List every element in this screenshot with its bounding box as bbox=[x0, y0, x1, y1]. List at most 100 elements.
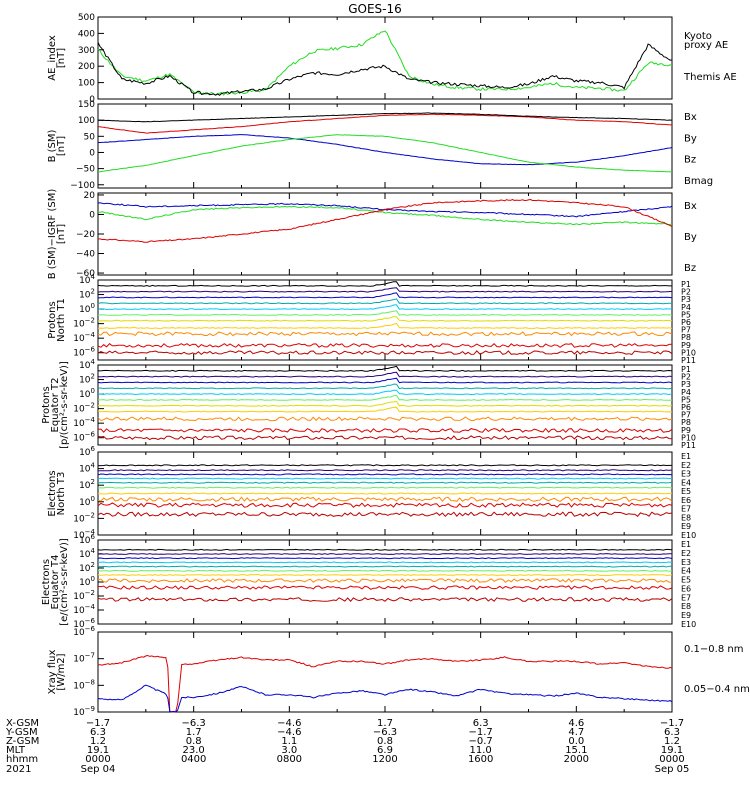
ephemeris-value: 0.8 bbox=[377, 736, 393, 747]
channel-line-e_equator bbox=[97, 597, 673, 602]
legend-label-bigrf: Bz bbox=[684, 263, 696, 274]
y-tick-label-ae: 0 bbox=[89, 95, 95, 105]
series-line-bsm bbox=[97, 134, 673, 173]
y-tick-label-p_equator: 102 bbox=[79, 373, 95, 386]
legend-label-ae: Kyoto bbox=[684, 31, 712, 42]
y-tick-label-bigrf: −60 bbox=[76, 269, 95, 279]
channel-line-p_equator bbox=[97, 383, 673, 390]
channel-label-e_north: E7 bbox=[681, 505, 691, 514]
series-line-xray bbox=[97, 684, 673, 713]
channel-line-p_north bbox=[97, 310, 673, 316]
y-tick-label-bsm: −50 bbox=[76, 165, 95, 175]
ephemeris-value: 0800 bbox=[277, 754, 302, 765]
channel-line-p_north bbox=[97, 342, 673, 348]
y-axis-title-e_equator: [e/(cm²-s-sr-keV)] bbox=[59, 538, 70, 626]
series-line-ae bbox=[97, 42, 673, 96]
y-tick-label-e_equator: 10−2 bbox=[73, 589, 95, 602]
channel-label-e_equator: E3 bbox=[681, 558, 691, 567]
channel-line-e_equator bbox=[97, 574, 673, 576]
ephemeris-value: −4.6 bbox=[277, 727, 301, 738]
channel-line-p_north bbox=[97, 350, 673, 356]
channel-label-p_equator: P1 bbox=[681, 365, 691, 374]
channel-line-e_north bbox=[97, 477, 673, 480]
y-tick-label-ae: 200 bbox=[78, 62, 95, 72]
y-tick-label-xray: 10−7 bbox=[73, 652, 95, 665]
y-tick-label-p_equator: 104 bbox=[79, 358, 95, 371]
channel-label-p_equator: P4 bbox=[681, 388, 691, 397]
series-line-bsm bbox=[97, 112, 673, 123]
legend-label-xray: 0.05−0.4 nm bbox=[684, 684, 750, 695]
y-axis-title-p_north: North T1 bbox=[56, 298, 67, 342]
ephemeris-date: Sep 04 bbox=[81, 764, 116, 775]
ephemeris-value: 23.0 bbox=[183, 745, 205, 756]
y-tick-label-xray: 10−9 bbox=[73, 705, 95, 718]
ephemeris-value: 6.3 bbox=[473, 718, 489, 729]
channel-label-p_north: P10 bbox=[681, 348, 696, 357]
y-axis-title-bigrf: B (SM)−IGRF (SM) bbox=[47, 189, 58, 280]
channel-label-p_north: P7 bbox=[681, 326, 691, 335]
channel-line-e_north bbox=[97, 502, 673, 508]
channel-line-e_equator bbox=[97, 557, 673, 560]
y-tick-label-ae: 300 bbox=[78, 46, 95, 56]
channel-line-p_north bbox=[97, 322, 673, 329]
channel-line-p_equator bbox=[97, 371, 673, 378]
series-line-xray bbox=[97, 654, 673, 713]
ephemeris-value: −0.7 bbox=[469, 736, 493, 747]
ephemeris-value: 19.1 bbox=[87, 745, 109, 756]
channel-label-e_north: E6 bbox=[681, 496, 691, 505]
channel-label-p_equator: P2 bbox=[681, 373, 691, 382]
ephemeris-value: 6.9 bbox=[377, 745, 393, 756]
channel-label-e_equator: E10 bbox=[681, 620, 696, 629]
ephemeris-value: −1.7 bbox=[660, 718, 684, 729]
legend-label-bsm: Bx bbox=[684, 112, 697, 123]
ephemeris-row-label: 2021 bbox=[6, 764, 31, 775]
channel-label-e_north: E9 bbox=[681, 522, 691, 531]
ephemeris-row-label: hhmm bbox=[6, 754, 38, 765]
series-line-bigrf bbox=[98, 198, 673, 243]
channel-line-p_equator bbox=[97, 394, 673, 401]
legend-label-bigrf: By bbox=[684, 232, 697, 243]
ephemeris-value: 6.3 bbox=[664, 727, 680, 738]
channel-label-p_north: P11 bbox=[681, 356, 696, 365]
y-tick-label-p_north: 10−6 bbox=[73, 346, 95, 359]
y-tick-label-e_equator: 104 bbox=[79, 547, 95, 560]
ephemeris-value: 15.1 bbox=[565, 745, 587, 756]
ephemeris-value: 6.3 bbox=[90, 727, 106, 738]
channel-label-e_equator: E5 bbox=[681, 576, 691, 585]
ephemeris-row-label: Z-GSM bbox=[6, 736, 39, 747]
y-tick-label-bsm: −100 bbox=[70, 181, 95, 191]
channel-line-e_north bbox=[97, 486, 673, 489]
y-axis-title-e_north: Electrons bbox=[47, 470, 58, 516]
legend-label-bsm: Bz bbox=[684, 155, 696, 166]
channel-line-p_equator bbox=[97, 400, 673, 407]
series-line-bsm bbox=[97, 134, 673, 166]
channel-label-e_north: E10 bbox=[681, 531, 696, 540]
channel-label-e_north: E2 bbox=[681, 461, 691, 470]
ephemeris-value: 1.7 bbox=[377, 718, 393, 729]
channel-label-p_north: P4 bbox=[681, 303, 691, 312]
ephemeris-value: 0400 bbox=[181, 754, 206, 765]
y-tick-label-e_north: 104 bbox=[79, 462, 95, 475]
channel-label-p_equator: P10 bbox=[681, 433, 696, 442]
channel-label-e_north: E3 bbox=[681, 470, 691, 479]
channel-label-e_equator: E6 bbox=[681, 584, 691, 593]
panel-frame-bigrf bbox=[97, 192, 673, 276]
y-tick-label-bsm: 50 bbox=[84, 132, 96, 142]
ephemeris-row-label: Y-GSM bbox=[5, 727, 38, 738]
channel-label-p_north: P1 bbox=[681, 280, 691, 289]
series-line-bigrf bbox=[97, 205, 673, 226]
y-tick-label-p_north: 102 bbox=[79, 288, 95, 301]
ephemeris-value: 1.2 bbox=[90, 736, 106, 747]
y-tick-label-bigrf: 0 bbox=[89, 210, 95, 220]
channel-label-e_equator: E9 bbox=[681, 611, 691, 620]
channel-label-p_north: P6 bbox=[681, 318, 691, 327]
ephemeris-value: −4.6 bbox=[277, 718, 301, 729]
channel-line-p_equator bbox=[97, 389, 673, 396]
ephemeris-row-label: MLT bbox=[6, 745, 26, 756]
panel-frame-bsm bbox=[97, 103, 673, 189]
channel-label-p_north: P5 bbox=[681, 310, 691, 319]
y-axis-title-p_equator: [p/(cm²-s-sr-keV)] bbox=[59, 361, 70, 449]
y-tick-label-p_equator: 10−4 bbox=[73, 416, 95, 429]
